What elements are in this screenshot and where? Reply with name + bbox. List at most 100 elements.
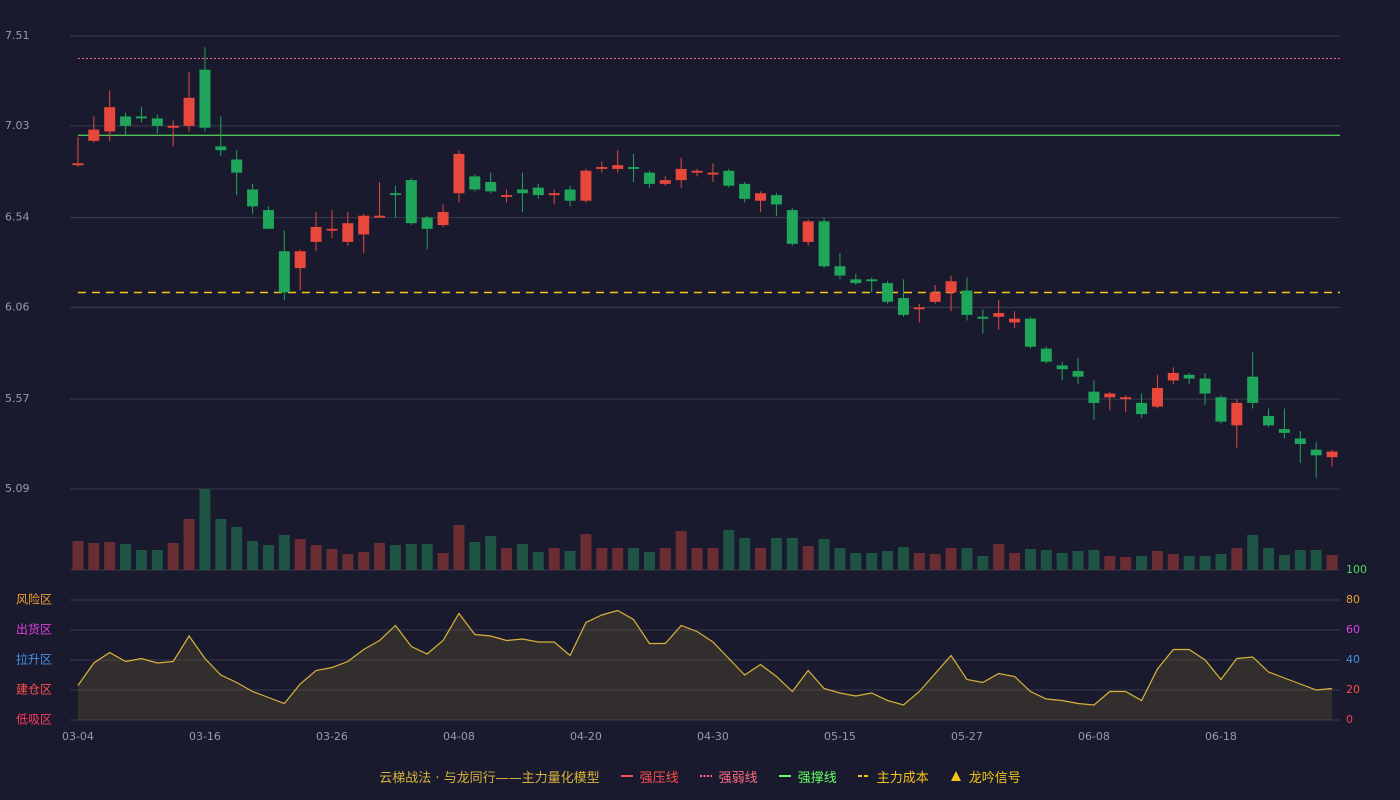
legend-item: 龙吟信号 [949,767,1021,786]
volume-bar [151,550,163,570]
volume-bar [342,554,354,570]
volume-bar [1151,551,1163,570]
legend-icon [950,771,961,781]
y-tick-label: 6.06 [5,300,30,313]
x-tick-label: 06-18 [1205,730,1237,743]
y-tick-label: 6.54 [5,211,30,224]
volume-bar [659,548,671,570]
legend-item: 强弱线 [699,767,758,786]
candle-body [707,172,719,175]
volume-bar [421,544,433,570]
candle-body [1294,438,1306,445]
volume-bar [1136,556,1148,570]
candle-body [1072,371,1084,377]
volume-bar [199,489,211,570]
candle-body [72,163,84,166]
x-tick-label: 03-26 [316,730,348,743]
legend-item: 云梯战法 · 与龙同行——主力量化模型 [379,767,599,786]
volume-bar [675,531,687,570]
volume-bar [945,548,957,570]
volume-bar [135,550,147,570]
volume-bar [1199,556,1211,570]
volume-bar [882,551,894,570]
candle-body [770,195,782,205]
volume-bar [1310,550,1322,570]
candle-body [135,116,147,119]
volume-bar [1263,548,1275,570]
zone-label: 拉升区 [16,652,52,667]
x-tick-label: 06-08 [1078,730,1110,743]
zone-label: 出货区 [16,622,52,637]
volume-bar [453,525,465,570]
volume-bar [770,538,782,570]
y-tick-label: 7.03 [5,119,30,132]
candle-body [247,189,259,207]
volume-bar [802,546,814,570]
volume-bar [262,545,274,570]
y-tick-label: 5.09 [5,482,30,495]
volume-bar [755,548,767,570]
volume-bar [834,548,846,570]
legend-label: 龙吟信号 [968,770,1021,786]
candle-body [1104,393,1116,398]
zone-label: 风险区 [16,592,52,607]
candle-body [1088,391,1100,403]
legend-label: 强弱线 [718,770,758,786]
candle-body [294,251,306,269]
chart: 7.51 7.03 6.54 6.06 5.57 5.09 100 80 60 40 20 0 风险区出… [5,29,1367,743]
y2-tick-label: 20 [1346,683,1360,696]
candle-body [882,283,894,302]
volume-bar [72,541,84,570]
candle-body [421,217,433,229]
candle-body [834,266,846,276]
zone-label: 建仓区 [16,683,52,697]
legend-icon [857,775,870,777]
candle-body [850,279,862,284]
volume-bar [374,543,386,570]
x-tick-label: 04-30 [697,730,729,743]
candle-body [151,118,163,126]
volume-bar [929,554,941,570]
candle-body [501,195,513,197]
volume-bar [1326,555,1338,570]
candle-body [310,226,322,242]
candle-body [1231,402,1243,426]
candle-body [485,182,497,192]
candle-body [374,215,386,218]
candle-body [1310,449,1322,456]
volume-bar [596,548,608,570]
volume-bar [231,527,243,570]
candle-body [659,180,671,184]
candle-body [786,210,798,244]
candle-body [675,168,687,181]
oscillator-area [77,610,1333,720]
volume-bar [786,538,798,570]
volume-bar [913,553,925,570]
volume-bar [278,535,290,570]
volume-bar [548,548,560,570]
candle-body [389,193,401,196]
volume-bar [707,548,719,570]
candle-body [1326,451,1338,458]
legend-label: 云梯战法 · 与龙同行——主力量化模型 [379,770,600,786]
volume-bar [1024,549,1036,570]
volume-bar [405,544,417,570]
volume-bar [1072,551,1084,570]
candle-body [326,228,338,231]
legend: 云梯战法 · 与龙同行——主力量化模型 强压线 强弱线 强撑线 主力成本 龙吟信号 [0,764,1400,788]
x-tick-label: 03-04 [62,730,94,743]
legend-item: 强压线 [620,767,679,786]
volume-bar [691,548,703,570]
volume-bar [183,519,195,570]
candle-body [262,210,274,229]
volume-bar [1104,556,1116,570]
candle-body [358,215,370,235]
candle-body [231,159,243,173]
volume-bar [818,539,830,570]
candle-body [961,290,973,315]
volume-bar [1056,553,1068,570]
candle-body [167,125,179,128]
candle-body [88,129,100,141]
candle-body [215,146,227,151]
volume-bar [358,552,370,570]
